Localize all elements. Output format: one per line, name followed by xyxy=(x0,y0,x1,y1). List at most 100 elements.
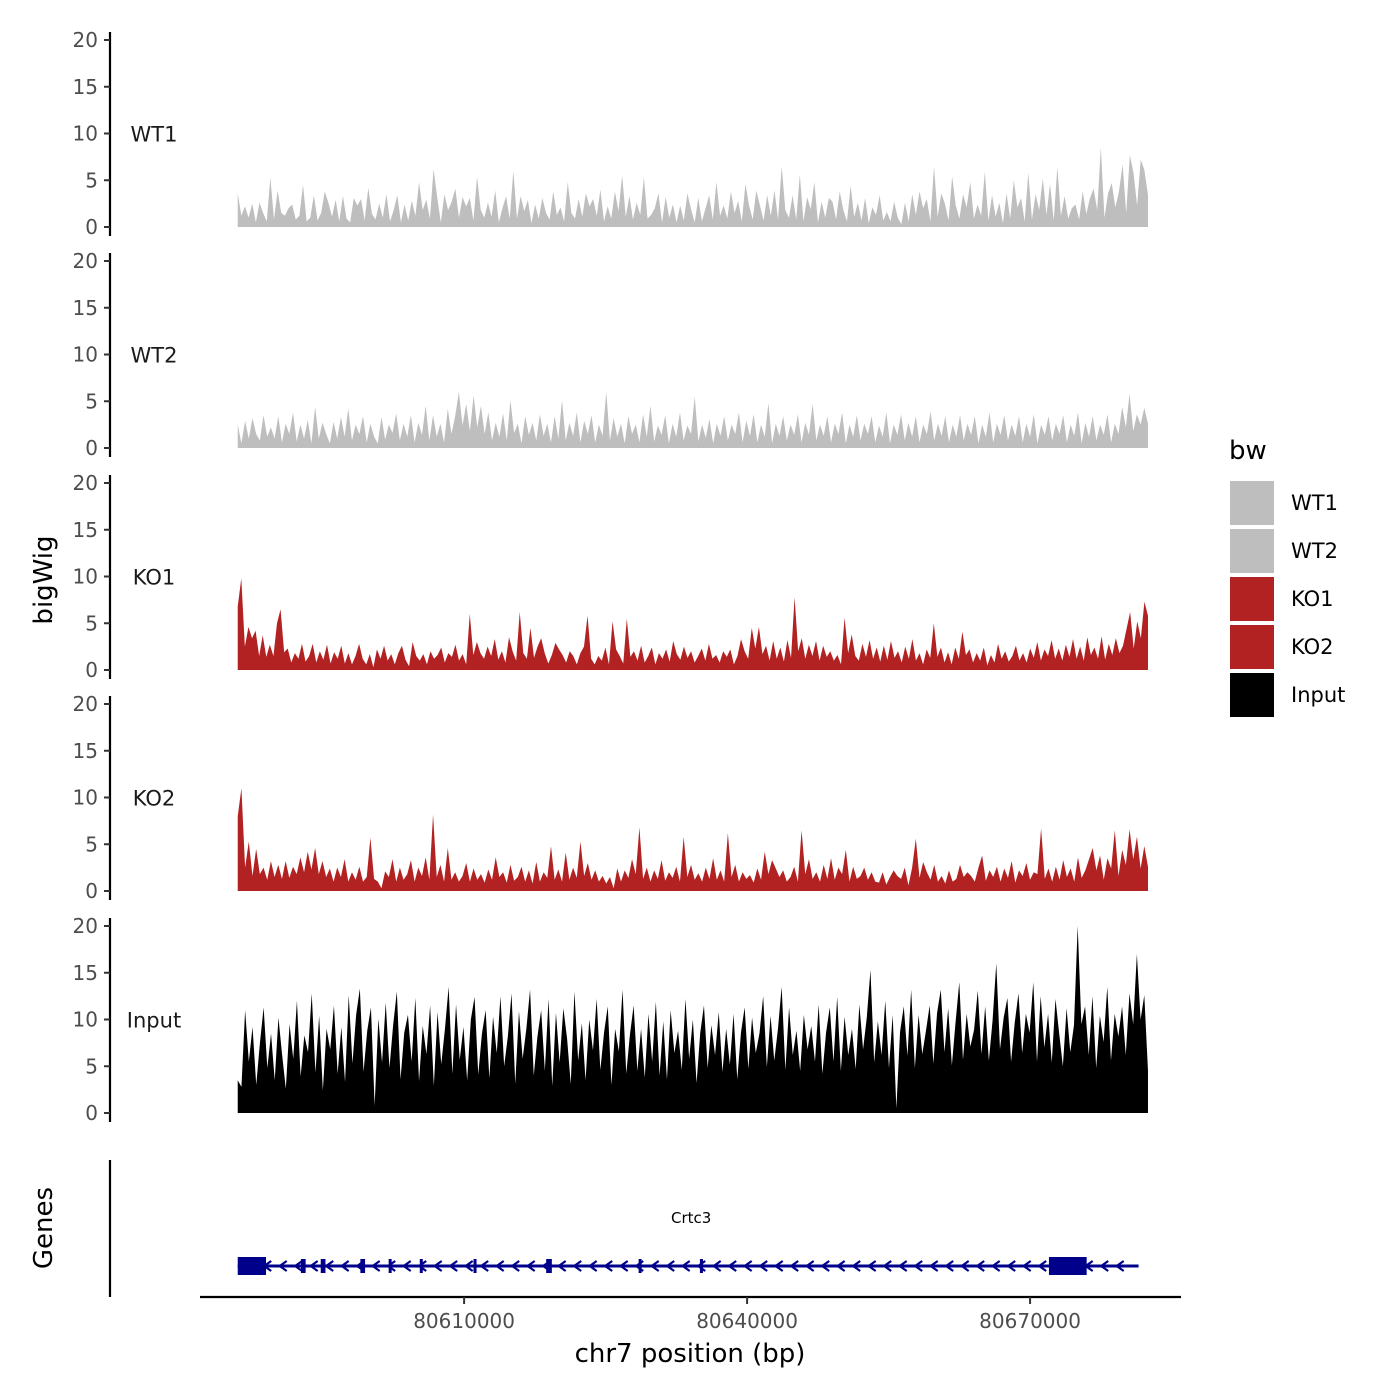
strand-chevron xyxy=(618,1260,629,1272)
coverage-area-input xyxy=(237,926,1148,1113)
coverage-area-wt2 xyxy=(237,391,1148,448)
strand-chevron xyxy=(463,1260,474,1272)
strand-chevron xyxy=(479,1260,489,1272)
y-tick-label: 20 xyxy=(73,471,98,495)
strand-chevron xyxy=(789,1260,799,1272)
strand-chevron xyxy=(804,1260,815,1272)
y-tick-label: 5 xyxy=(85,389,98,413)
strand-chevron xyxy=(510,1260,520,1272)
coverage-area-wt1 xyxy=(237,147,1148,227)
strand-chevron xyxy=(494,1260,505,1272)
strand-chevron xyxy=(401,1260,412,1272)
y-tick-label: 0 xyxy=(85,436,98,460)
legend-label: WT1 xyxy=(1291,491,1338,515)
y-tick-label: 0 xyxy=(85,215,98,239)
legend-swatch xyxy=(1230,673,1274,717)
y-tick-label: 15 xyxy=(73,296,98,320)
strand-chevron xyxy=(324,1260,334,1272)
strand-chevron xyxy=(990,1260,1001,1272)
y-tick-label: 20 xyxy=(73,914,98,938)
gene-exon xyxy=(419,1259,423,1273)
legend-item-input: Input xyxy=(1230,673,1345,717)
y-tick-label: 15 xyxy=(73,739,98,763)
y-tick-label: 5 xyxy=(85,611,98,635)
y-tick-label: 10 xyxy=(73,786,98,810)
legend-title: bw xyxy=(1229,436,1267,466)
strand-chevron xyxy=(758,1260,768,1272)
strand-chevron xyxy=(339,1260,350,1272)
strand-chevron xyxy=(448,1260,458,1272)
y-tick-label: 15 xyxy=(73,75,98,99)
strand-chevron xyxy=(975,1260,985,1272)
y-tick-label: 5 xyxy=(85,1054,98,1078)
strand-chevron xyxy=(603,1260,613,1272)
strand-chevron xyxy=(835,1260,846,1272)
y-tick-label: 20 xyxy=(73,249,98,273)
legend-swatch xyxy=(1230,481,1274,525)
track-wt1: 0 5 10 15 20 WT1 xyxy=(73,28,1148,239)
gene-exon xyxy=(699,1259,703,1273)
strand-chevron xyxy=(370,1260,381,1272)
y-tick-label: 5 xyxy=(85,832,98,856)
x-tick-label: 80640000 xyxy=(696,1309,798,1333)
strand-chevron xyxy=(773,1260,784,1272)
gene-exon xyxy=(237,1257,267,1275)
coverage-area-ko2 xyxy=(237,788,1148,891)
track-label-wt2: WT2 xyxy=(131,344,178,368)
strand-chevron xyxy=(665,1260,675,1272)
strand-chevron xyxy=(417,1260,427,1272)
strand-chevron xyxy=(866,1260,877,1272)
strand-chevron xyxy=(882,1260,892,1272)
gene-exon xyxy=(473,1259,477,1273)
x-axis-title: chr7 position (bp) xyxy=(575,1339,806,1369)
y-tick-label: 10 xyxy=(73,122,98,146)
strand-chevron xyxy=(277,1260,288,1272)
y-tick-label: 0 xyxy=(85,879,98,903)
gene-exon xyxy=(360,1259,366,1273)
strand-chevron xyxy=(1021,1260,1032,1272)
x-axis: 80610000 80640000 80670000 xyxy=(200,1295,1181,1333)
track-label-ko1: KO1 xyxy=(133,566,176,590)
y-tick-label: 0 xyxy=(85,1101,98,1125)
y-axis-title: bigWig xyxy=(29,535,59,624)
genes-axis-title: Genes xyxy=(29,1187,59,1269)
track-ko1: 0 5 10 15 20 KO1 xyxy=(73,471,1148,682)
y-tick-label: 15 xyxy=(73,518,98,542)
strand-chevron xyxy=(913,1260,923,1272)
legend-item-ko1: KO1 xyxy=(1230,577,1334,621)
legend-swatch xyxy=(1230,577,1274,621)
strand-chevron xyxy=(649,1260,660,1272)
strand-chevron xyxy=(680,1260,691,1272)
gene-exon xyxy=(638,1259,642,1273)
strand-chevron xyxy=(711,1260,722,1272)
coverage-area-ko1 xyxy=(237,578,1148,670)
strand-chevron xyxy=(556,1260,567,1272)
track-label-ko2: KO2 xyxy=(133,787,176,811)
strand-chevron xyxy=(293,1260,303,1272)
y-tick-label: 10 xyxy=(73,1008,98,1032)
gene-exon xyxy=(1048,1257,1087,1275)
legend-label: Input xyxy=(1291,683,1345,707)
strand-chevron xyxy=(308,1260,319,1272)
strand-chevron xyxy=(572,1260,582,1272)
track-label-input: Input xyxy=(127,1009,181,1033)
strand-chevron xyxy=(897,1260,908,1272)
strand-chevron xyxy=(1099,1260,1109,1272)
gene-exon xyxy=(300,1259,306,1273)
y-tick-label: 0 xyxy=(85,658,98,682)
legend-swatch xyxy=(1230,625,1274,669)
gene-name-label: Crtc3 xyxy=(671,1209,711,1227)
strand-chevron xyxy=(820,1260,830,1272)
x-tick-label: 80670000 xyxy=(979,1309,1081,1333)
strand-chevron xyxy=(928,1260,939,1272)
legend-item-wt2: WT2 xyxy=(1230,529,1338,573)
strand-chevron xyxy=(1037,1260,1047,1272)
strand-chevron xyxy=(742,1260,753,1272)
legend: bw WT1 WT2 KO1 KO2 Input xyxy=(1229,436,1345,717)
gene-panel: Crtc3 xyxy=(108,1160,1139,1297)
legend-label: KO1 xyxy=(1291,587,1334,611)
strand-chevron xyxy=(851,1260,861,1272)
legend-item-wt1: WT1 xyxy=(1230,481,1338,525)
track-input: 0 5 10 15 20 Input xyxy=(73,914,1148,1125)
